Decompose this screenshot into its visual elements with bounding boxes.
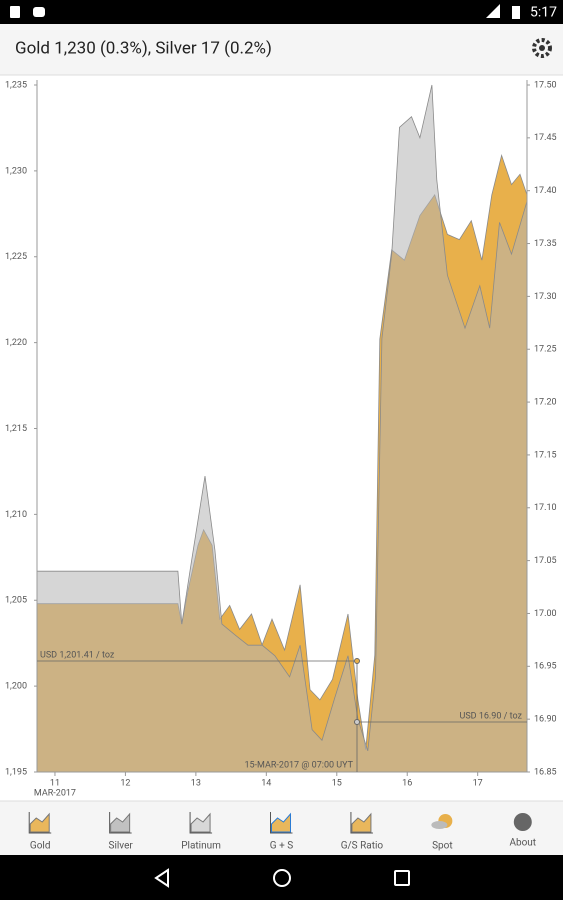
nav-item[interactable]: Spot: [431, 814, 453, 852]
area-silver: [36, 84, 528, 773]
nav-item[interactable]: About: [509, 813, 536, 849]
y-tick-label: 1,210: [5, 510, 27, 520]
status-bar: [0, 0, 563, 24]
annotation: 15-MAR-2017 @ 07:00 UYT: [244, 760, 353, 770]
crosshair-dot: [354, 658, 360, 664]
y2-tick-label: 16.90: [534, 715, 557, 725]
battery-icon: [512, 6, 520, 19]
nav-item[interactable]: Silver: [109, 812, 134, 852]
nav-icon[interactable]: [271, 812, 291, 833]
y2-tick-label: 17.45: [534, 133, 557, 143]
nav-icon[interactable]: [110, 812, 131, 833]
x-tick-label: 13: [191, 778, 201, 788]
x-tick-label: 15: [332, 778, 342, 788]
y2-tick-label: 16.85: [534, 767, 557, 777]
y2-tick-label: 17.35: [534, 239, 557, 249]
x-tick-label: 14: [261, 778, 271, 788]
y-tick-label: 1,195: [5, 767, 27, 777]
chart: 1,195 1,200 1,205 1,210 1,215 1,220 1,225 1,230…: [5, 80, 557, 798]
y2-tick-label: 17.00: [534, 609, 557, 619]
signal-icon: [486, 4, 500, 18]
clock: 5:17: [530, 5, 557, 21]
nav-icon-axis[interactable]: [28, 812, 52, 834]
notification-icon: [10, 6, 20, 18]
x-tick-label: 12: [120, 778, 130, 788]
y2-tick-label: 17.20: [534, 397, 557, 407]
x-tick-label: 17: [473, 778, 483, 788]
notification-icon: [33, 7, 45, 17]
system-nav: [0, 855, 563, 900]
x-tick-label: 11: [50, 778, 60, 788]
nav-label[interactable]: G + S: [270, 841, 293, 852]
y2-tick-label: 17.30: [534, 292, 557, 302]
nav-item[interactable]: Platinum: [181, 812, 221, 852]
settings-button[interactable]: [532, 38, 552, 58]
y2-tick-label: 17.10: [534, 503, 557, 513]
crosshair-dot: [354, 719, 360, 725]
app-title: Gold 1,230 (0.3%), Silver 17 (0.2%): [15, 38, 272, 58]
y2-tick-label: 17.05: [534, 556, 557, 566]
annotation: USD 16.90 / toz: [460, 711, 523, 721]
y-tick-label: 1,230: [5, 166, 27, 176]
about-icon[interactable]: [513, 813, 532, 831]
nav-icon[interactable]: [29, 812, 50, 833]
x-tick-label: 16: [402, 778, 412, 788]
back-button[interactable]: [154, 868, 169, 888]
nav-item[interactable]: G + S: [270, 812, 293, 852]
nav-icon-axis[interactable]: [109, 812, 132, 834]
y-tick-label: 1,215: [5, 424, 27, 434]
nav-items: Gold Silver Platinum G + S G/S Ratio Spot Abou…: [28, 812, 536, 852]
spot-icon[interactable]: [431, 821, 448, 829]
y-tick-label: 1,220: [5, 338, 27, 348]
nav-icon-axis[interactable]: [350, 812, 373, 834]
y2-tick-label: 16.95: [534, 662, 557, 672]
y2-tick-label: 17.25: [534, 345, 557, 355]
y-tick-label: 1,200: [5, 682, 27, 692]
nav-item[interactable]: G/S Ratio: [341, 812, 384, 852]
nav-icon[interactable]: [190, 812, 211, 833]
nav-icon[interactable]: [351, 812, 372, 833]
nav-label[interactable]: Silver: [109, 841, 134, 852]
gear-hub[interactable]: [539, 45, 545, 51]
annotation: USD 1,201.41 / toz: [40, 650, 115, 660]
recents-button[interactable]: [394, 870, 410, 886]
y2-tick-label: 17.40: [534, 186, 557, 196]
y-tick-label: 1,225: [5, 252, 27, 262]
nav-label[interactable]: Gold: [30, 841, 51, 852]
nav-label[interactable]: About: [509, 838, 536, 849]
x-sublabel: MAR-2017: [34, 788, 76, 798]
app-bar: [0, 24, 563, 75]
nav-icon-axis[interactable]: [189, 812, 213, 834]
y2-tick-label: 17.50: [534, 80, 557, 90]
nav-label[interactable]: Spot: [432, 841, 453, 852]
nav-item[interactable]: Gold: [28, 812, 52, 852]
nav-label[interactable]: Platinum: [181, 841, 221, 852]
y2-tick-label: 17.15: [534, 450, 557, 460]
nav-label[interactable]: G/S Ratio: [341, 841, 384, 852]
y-tick-label: 1,205: [5, 596, 27, 606]
gear-icon[interactable]: [532, 38, 552, 58]
y-tick-label: 1,235: [5, 80, 27, 90]
nav-icon-axis[interactable]: [270, 812, 293, 834]
home-button[interactable]: [273, 869, 291, 887]
